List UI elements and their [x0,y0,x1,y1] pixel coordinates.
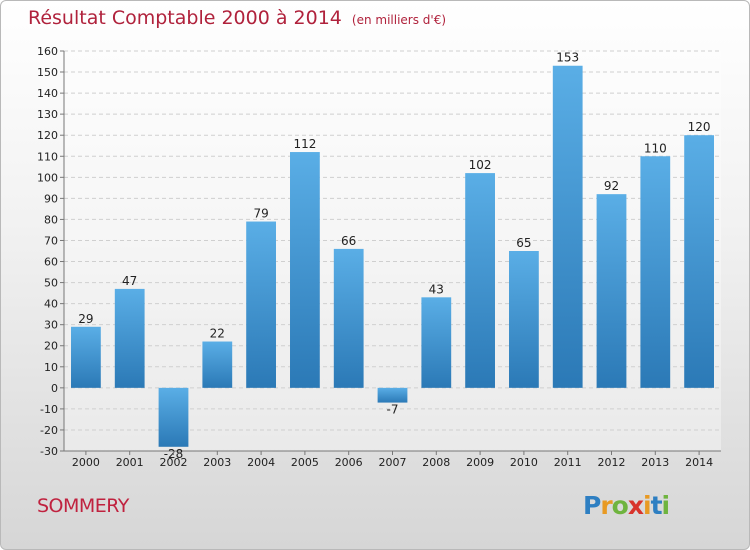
x-tick-label: 2012 [598,456,626,469]
y-tick-label: 80 [44,213,58,226]
y-tick-label: -30 [40,445,58,458]
bar [333,248,364,388]
y-tick-label: 20 [44,340,58,353]
y-tick-label: 90 [44,192,58,205]
bar [640,156,671,388]
logo-letter: r [600,491,612,520]
y-tick-label: 0 [51,382,58,395]
y-tick-label: 130 [37,108,58,121]
x-tick-label: 2013 [641,456,669,469]
place-name: SOMMERY [37,495,129,517]
chart-title: Résultat Comptable 2000 à 2014 (en millie… [28,7,446,29]
y-tick-label: 160 [37,45,58,58]
x-tick-label: 2004 [247,456,275,469]
bar [684,135,714,388]
x-tick-label: 2009 [466,456,494,469]
data-label: 66 [341,234,356,248]
y-tick-label: 70 [44,234,58,247]
data-label: 112 [293,137,316,151]
data-label: 79 [253,207,268,221]
logo-letter: P [583,491,601,520]
y-tick-label: 120 [37,129,58,142]
bar [465,173,495,388]
bar [509,251,539,388]
data-label: 153 [556,51,579,65]
y-tick-label: 140 [37,87,58,100]
data-label: 22 [210,327,225,341]
x-tick-label: 2006 [335,456,363,469]
data-label: 102 [469,158,492,172]
proxiti-logo: Proxiti [583,491,671,520]
y-tick-label: 30 [44,319,58,332]
data-label: 65 [516,236,531,250]
x-tick-label: 2007 [379,456,407,469]
logo-letter: i [661,491,671,520]
y-tick-label: -20 [40,424,58,437]
x-tick-label: 2008 [422,456,450,469]
x-tick-label: 2010 [510,456,538,469]
logo-letter: i [643,491,652,520]
data-label: 120 [688,120,711,134]
bar [202,341,233,388]
chart-subtitle: (en milliers d'€) [351,13,447,27]
bar [246,221,276,388]
x-tick-label: 2001 [116,456,144,469]
y-tick-label: 50 [44,277,58,290]
y-tick-label: 10 [44,361,58,374]
logo-letter: o [611,491,629,520]
bar [158,387,189,447]
bar [421,297,452,388]
bar [114,288,145,388]
x-tick-label: 2011 [554,456,582,469]
data-label: 92 [604,179,619,193]
y-tick-label: 110 [37,150,58,163]
data-label: 43 [429,282,444,296]
data-label: 110 [644,141,667,155]
data-label: 29 [78,312,93,326]
x-tick-label: 2000 [72,456,100,469]
x-tick-label: 2003 [203,456,231,469]
y-tick-label: 40 [44,298,58,311]
y-tick-label: 60 [44,256,58,269]
x-tick-label: 2005 [291,456,319,469]
y-tick-label: -10 [40,403,58,416]
data-label: -7 [387,403,399,417]
logo-letter: x [627,491,644,520]
x-tick-label: 2014 [685,456,713,469]
bar [377,387,408,403]
bar [290,152,320,388]
y-tick-label: 150 [37,66,58,79]
chart-title-text: Résultat Comptable 2000 à 2014 [28,7,342,29]
data-label: 47 [122,274,137,288]
x-tick-label: 2002 [160,456,188,469]
bar [552,65,583,388]
y-tick-label: 100 [37,171,58,184]
bar [596,194,627,388]
logo-letter: t [650,491,663,520]
bar [71,326,101,388]
